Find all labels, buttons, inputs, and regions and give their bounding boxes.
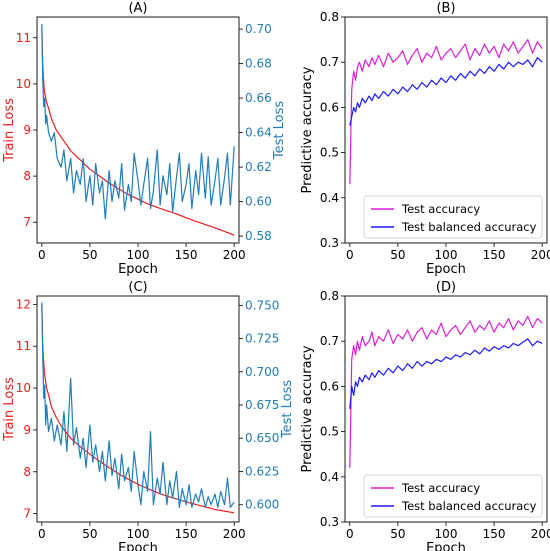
y-right-tick-label: 0.68 <box>245 57 272 71</box>
legend-box <box>363 474 543 518</box>
chart-panel-c: (C) 0 50 100 150 200 Epoch 7 8 9 10 11 12 Train Loss 0… <box>2 280 295 551</box>
y-right-tick-label: 0.675 <box>245 398 279 412</box>
x-tick-label: 150 <box>175 527 198 541</box>
chart-panel-a: (A) 0 50 100 150 200 Epoch 7 8 9 10 11 Train Loss 0.5… <box>2 1 287 277</box>
x-tick-label: 150 <box>175 248 198 262</box>
y-left-tick-label: 9 <box>23 123 31 137</box>
chart-panel-b: (B) 0 50 100 150 200 Epoch 0.3 0.4 0.5 0.6 0.7 0.8 Pr… <box>300 1 550 277</box>
x-tick-label: 100 <box>435 527 458 541</box>
y-left-tick-label: 9 <box>23 423 31 437</box>
plot-frame <box>36 16 240 244</box>
y-right-tick-label: 0.700 <box>245 365 279 379</box>
series-line-test-loss <box>41 23 235 220</box>
y-left-tick-label: 12 <box>16 297 31 311</box>
x-axis-label: Epoch <box>118 541 158 551</box>
y-right-tick-label: 0.66 <box>245 91 272 105</box>
y-left-tick-label: 8 <box>23 169 31 183</box>
x-tick-label: 150 <box>483 527 506 541</box>
series-line-test-accuracy <box>349 315 543 468</box>
y-right-tick-label: 0.625 <box>245 464 279 478</box>
y-left-axis-label: Predictive accuracy <box>300 66 315 193</box>
x-tick-label: 150 <box>483 248 506 262</box>
y-left-tick-label: 0.4 <box>320 470 339 484</box>
x-axis-label: Epoch <box>118 262 158 277</box>
legend-box <box>363 195 543 239</box>
y-right-axis-label: Test Loss <box>280 380 295 439</box>
series-line-test-balanced-accuracy <box>349 338 543 410</box>
x-tick-label: 200 <box>531 248 550 262</box>
y-right-tick-label: 0.725 <box>245 332 279 346</box>
chart-title: (A) <box>128 1 147 16</box>
x-tick-label: 50 <box>390 248 405 262</box>
y-right-tick-label: 0.62 <box>245 160 272 174</box>
x-tick-label: 50 <box>82 527 97 541</box>
y-left-axis-label: Predictive accuracy <box>300 345 315 472</box>
chart-title: (B) <box>436 1 455 16</box>
y-right-tick-label: 0.64 <box>245 126 272 140</box>
y-left-tick-label: 0.3 <box>320 236 339 250</box>
y-left-tick-label: 0.8 <box>320 10 339 24</box>
legend-label: Test balanced accuracy <box>401 499 537 513</box>
y-left-tick-label: 10 <box>16 381 31 395</box>
y-right-tick-label: 0.58 <box>245 229 272 243</box>
x-tick-label: 100 <box>127 527 150 541</box>
y-left-tick-label: 0.8 <box>320 289 339 303</box>
legend: Test accuracy Test balanced accuracy <box>363 474 543 518</box>
y-right-tick-label: 0.60 <box>245 195 272 209</box>
x-tick-label: 100 <box>127 248 150 262</box>
x-tick-label: 0 <box>38 248 46 262</box>
y-left-tick-label: 11 <box>16 31 31 45</box>
series-line-train-loss <box>41 28 235 236</box>
y-left-tick-label: 0.6 <box>320 100 339 114</box>
y-left-axis-label: Train Loss <box>2 98 17 163</box>
y-right-tick-label: 0.70 <box>245 22 272 36</box>
y-left-tick-label: 0.5 <box>320 146 339 160</box>
x-tick-label: 0 <box>346 527 354 541</box>
plot-frame <box>344 295 548 523</box>
y-left-tick-label: 0.6 <box>320 379 339 393</box>
x-tick-label: 200 <box>223 527 246 541</box>
y-left-tick-label: 7 <box>23 215 31 229</box>
plot-frame <box>344 16 548 244</box>
y-left-tick-label: 0.7 <box>320 334 339 348</box>
chart-panel-d: (D) 0 50 100 150 200 Epoch 0.3 0.4 0.5 0.6 0.7 0.8 Pr… <box>300 280 550 551</box>
y-right-tick-label: 0.750 <box>245 298 279 312</box>
y-left-tick-label: 10 <box>16 77 31 91</box>
x-tick-label: 200 <box>223 248 246 262</box>
x-axis-label: Epoch <box>426 541 466 551</box>
series-line-test-accuracy <box>349 38 543 185</box>
chart-title: (D) <box>436 280 456 295</box>
x-tick-label: 50 <box>82 248 97 262</box>
x-tick-label: 0 <box>38 527 46 541</box>
chart-title: (C) <box>128 280 147 295</box>
series-line-test-loss <box>41 302 235 508</box>
y-right-tick-label: 0.650 <box>245 431 279 445</box>
legend-label: Test balanced accuracy <box>401 220 537 234</box>
x-axis-label: Epoch <box>426 262 466 277</box>
y-left-tick-label: 7 <box>23 507 31 521</box>
y-left-tick-label: 0.4 <box>320 191 339 205</box>
x-tick-label: 50 <box>390 527 405 541</box>
y-left-tick-label: 0.3 <box>320 515 339 529</box>
y-left-tick-label: 0.5 <box>320 425 339 439</box>
plot-frame <box>36 295 240 523</box>
x-tick-label: 200 <box>531 527 550 541</box>
x-tick-label: 0 <box>346 248 354 262</box>
y-left-tick-label: 11 <box>16 339 31 353</box>
y-right-tick-label: 0.600 <box>245 498 279 512</box>
y-left-axis-label: Train Loss <box>2 377 17 442</box>
legend: Test accuracy Test balanced accuracy <box>363 195 543 239</box>
y-right-axis-label: Test Loss <box>272 101 287 160</box>
legend-label: Test accuracy <box>401 202 480 216</box>
y-left-tick-label: 0.7 <box>320 55 339 69</box>
legend-label: Test accuracy <box>401 481 480 495</box>
x-tick-label: 100 <box>435 248 458 262</box>
series-line-test-balanced-accuracy <box>349 57 543 126</box>
y-left-tick-label: 8 <box>23 465 31 479</box>
